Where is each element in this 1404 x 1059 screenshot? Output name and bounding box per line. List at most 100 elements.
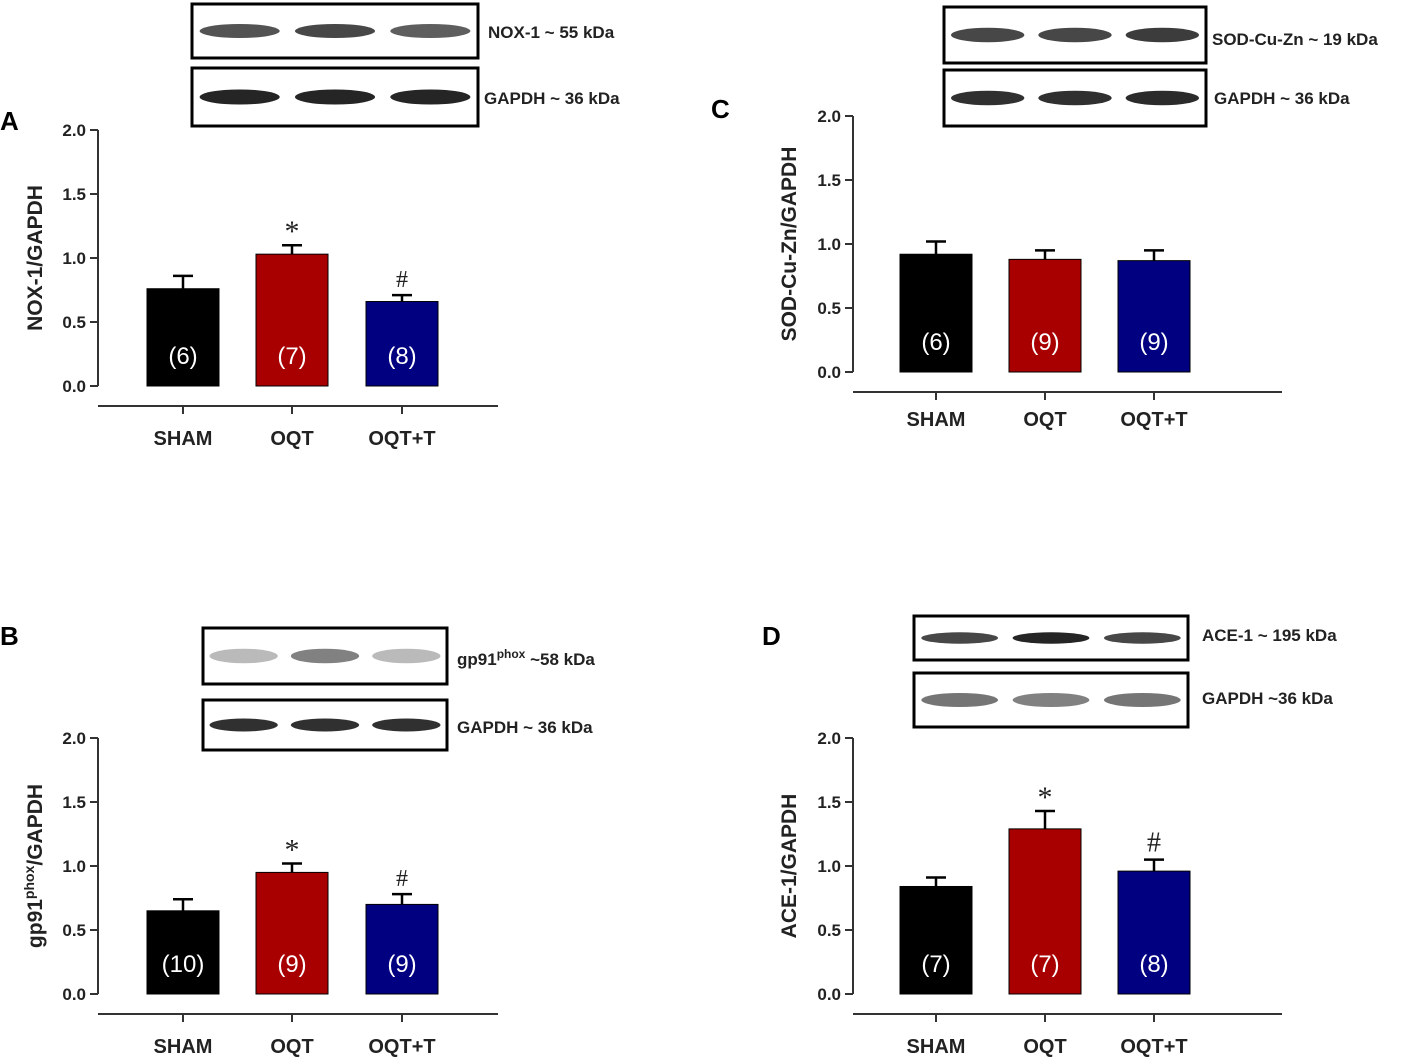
blot-band [209,648,278,664]
blot-label: GAPDH ~36 kDa [1202,689,1333,708]
n-label: (8) [387,343,416,370]
y-tick-label: 2.0 [817,107,841,126]
panel-letter: D [762,621,781,651]
y-tick-label: 0.0 [817,363,841,382]
y-tick-label: 0.0 [62,377,86,396]
significance-marker: * [285,215,300,248]
y-tick-label: 1.5 [817,171,841,190]
n-label: (6) [168,343,197,370]
significance-marker: * [1038,781,1053,814]
bar-sham [899,885,973,995]
y-tick-label: 2.0 [62,121,86,140]
significance-marker: # [1147,828,1161,859]
panel-letter: A [0,106,19,136]
y-tick-label: 1.0 [817,235,841,254]
n-label: (7) [921,951,950,978]
y-tick-label: 0.5 [817,921,841,940]
y-tick-label: 2.0 [817,729,841,748]
bar-oqt [255,253,329,387]
x-tick-label: OQT+T [368,1036,435,1058]
n-label: (10) [162,951,205,978]
bar-oqt-plus-t [365,301,439,387]
blot-1: GAPDH ~ 36 kDa [201,698,593,752]
bar-oqt-plus-t [365,903,439,995]
panel-letter: C [711,94,730,124]
y-axis-label: SOD-Cu-Zn/GAPDH [778,147,801,342]
n-label: (9) [1030,329,1059,356]
blot-band [1038,27,1112,43]
blot-band [390,23,471,39]
blot-band [921,692,999,708]
significance-marker: # [396,267,408,293]
y-tick-label: 0.5 [817,299,841,318]
x-tick-label: OQT [270,428,313,450]
y-tick-label: 0.0 [62,985,86,1004]
y-tick-label: 1.0 [62,857,86,876]
blot-label: NOX-1 ~ 55 kDa [488,23,615,42]
bar-oqt [255,871,329,995]
panel-a: A NOX-1 ~ 55 kDa GAPDH ~ 36 kDa 0.0 0.5 1.0 1.… [0,2,620,450]
panel-d: D ACE-1 ~ 195 kDa GAPDH ~36 kDa 0.0 0.5 1.0 1.… [762,614,1337,1058]
x-tick-label: OQT [270,1036,313,1058]
blot-label: SOD-Cu-Zn ~ 19 kDa [1212,30,1378,49]
blot-band [921,632,999,644]
bar-oqt [1008,828,1082,995]
blot-0: SOD-Cu-Zn ~ 19 kDa [942,5,1378,65]
panel-letter: B [0,621,19,651]
blot-band [199,89,280,105]
blot-0: ACE-1 ~ 195 kDa [912,614,1337,662]
x-tick-label: OQT+T [368,428,435,450]
blot-1: GAPDH ~ 36 kDa [942,68,1350,128]
blot-band [209,718,278,732]
bar-sham [146,288,220,387]
x-tick-label: OQT [1023,1036,1066,1058]
y-tick-label: 1.5 [62,793,86,812]
blot-0: gp91phox ~58 kDa [201,626,595,686]
y-tick-label: 1.5 [817,793,841,812]
n-label: (9) [277,951,306,978]
blot-band [290,718,360,732]
y-tick-label: 0.5 [62,313,86,332]
bar-sham [146,910,220,995]
significance-marker: # [396,866,408,892]
n-label: (8) [1139,951,1168,978]
y-axis-label: ACE-1/GAPDH [778,794,801,939]
blot-band [294,23,376,39]
blot-band [1103,692,1181,708]
blot-band [390,89,471,105]
x-tick-label: SHAM [154,1036,213,1058]
blot-band [1012,632,1090,644]
blot-band [1125,27,1200,43]
blot-band [199,23,280,39]
blot-band [1012,692,1090,708]
x-tick-label: SHAM [907,409,966,431]
blot-band [372,718,441,732]
blot-band [950,27,1025,43]
x-tick-label: OQT+T [1120,409,1187,431]
blot-label: ACE-1 ~ 195 kDa [1202,626,1337,645]
n-label: (9) [387,951,416,978]
n-label: (6) [921,329,950,356]
blot-band [950,90,1025,106]
x-tick-label: OQT+T [1120,1036,1187,1058]
y-tick-label: 1.0 [817,857,841,876]
blot-band [290,648,360,664]
x-tick-label: OQT [1023,409,1066,431]
blot-1: GAPDH ~ 36 kDa [190,66,620,128]
significance-marker: * [285,833,300,866]
y-tick-label: 1.5 [62,185,86,204]
panel-c: C SOD-Cu-Zn ~ 19 kDa GAPDH ~ 36 kDa 0.0 0.5 1… [711,5,1378,431]
x-tick-label: SHAM [154,428,213,450]
blot-band [1038,90,1112,106]
y-tick-label: 0.0 [817,985,841,1004]
n-label: (7) [277,343,306,370]
blot-label: GAPDH ~ 36 kDa [1214,89,1350,108]
n-label: (9) [1139,329,1168,356]
x-tick-label: SHAM [907,1036,966,1058]
blot-0: NOX-1 ~ 55 kDa [190,2,615,60]
blot-label: GAPDH ~ 36 kDa [484,89,620,108]
bar-sham [899,253,973,373]
blot-1: GAPDH ~36 kDa [912,671,1333,729]
